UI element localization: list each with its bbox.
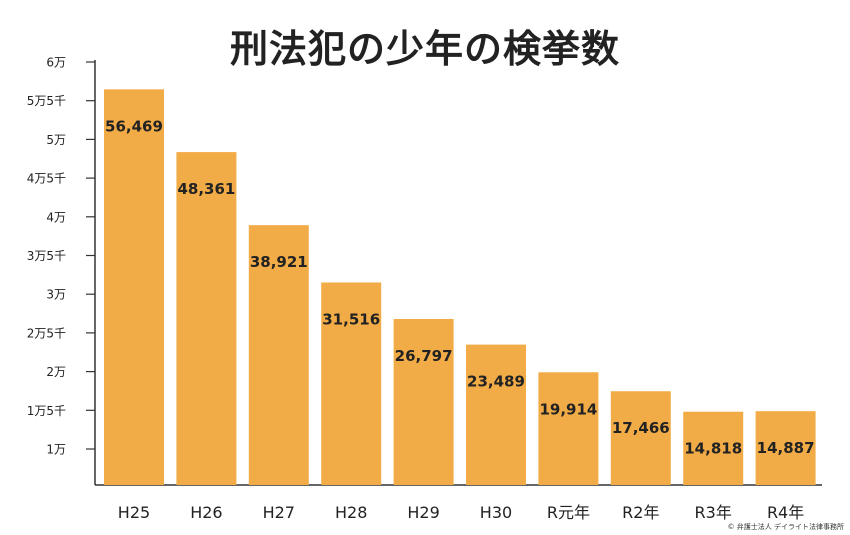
bar-value-label: 48,361 — [177, 180, 235, 198]
y-tick-label: 1万 — [46, 443, 66, 457]
y-tick-label: 2万 — [46, 365, 66, 379]
bar — [755, 411, 816, 485]
bar — [683, 411, 744, 485]
bar — [610, 391, 671, 485]
x-category-label: H28 — [335, 503, 367, 522]
bar-value-label: 31,516 — [322, 310, 380, 328]
x-category-label: H29 — [407, 503, 439, 522]
x-category-label: H26 — [190, 503, 222, 522]
bar-value-label: 17,466 — [612, 419, 670, 437]
bar — [104, 89, 164, 485]
bar — [538, 372, 599, 485]
data-labels: 56,469 48,361 38,921 31,516 26,797 23,489 19,9… — [105, 117, 814, 457]
bar — [393, 318, 454, 485]
bar-value-label: 23,489 — [467, 373, 525, 391]
bar-value-label: 14,818 — [684, 440, 742, 458]
x-axis-labels: H25 H26 H27 H28 H29 H30 R元年 R2年 R3年 R4年 — [118, 503, 804, 522]
bars — [104, 89, 816, 485]
y-tick-label: 3万5千 — [27, 249, 66, 263]
bar-value-label: 56,469 — [105, 117, 163, 135]
x-category-label: R3年 — [695, 503, 732, 522]
bar-value-label: 14,887 — [757, 439, 815, 457]
bar — [321, 282, 382, 485]
x-category-label: R4年 — [767, 503, 804, 522]
bar-value-label: 26,797 — [395, 347, 453, 365]
x-category-label: R元年 — [547, 503, 590, 522]
bar — [466, 344, 526, 485]
x-category-label: H25 — [118, 503, 150, 522]
y-tick-label: 4万 — [46, 210, 66, 224]
x-category-label: R2年 — [622, 503, 659, 522]
bar — [248, 225, 309, 485]
y-tick-label: 6万 — [46, 56, 66, 70]
x-category-label: H30 — [480, 503, 512, 522]
y-tick-label: 1万5千 — [27, 404, 66, 418]
bar-value-label: 19,914 — [539, 400, 597, 418]
x-category-label: H27 — [263, 503, 295, 522]
y-tick-label: 5万5千 — [27, 94, 66, 108]
y-tick-label: 2万5千 — [27, 326, 66, 340]
y-tick-label: 4万5千 — [27, 172, 66, 186]
y-tick-label: 5万 — [46, 133, 66, 147]
chart-title: 刑法犯の少年の検挙数 — [229, 27, 620, 71]
bar-value-label: 38,921 — [250, 253, 308, 271]
copyright-notice: © 弁護士法人 デイライト法律事務所 — [727, 523, 844, 531]
y-axis-ticks: 1万 1万5千 2万 2万5千 3万 3万5千 4万 4万5千 5万 5万5千 6万 — [27, 56, 95, 457]
bar — [176, 152, 237, 485]
y-tick-label: 3万 — [46, 288, 66, 302]
